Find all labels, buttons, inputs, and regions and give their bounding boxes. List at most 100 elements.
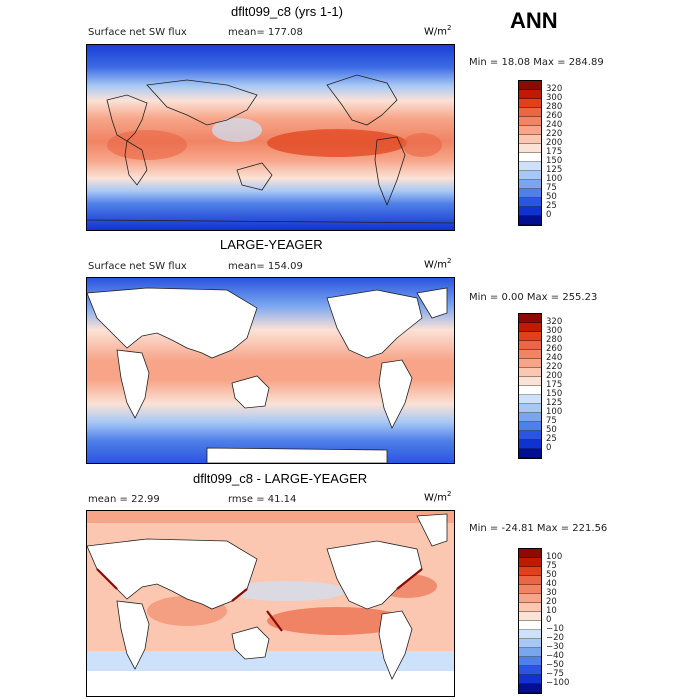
panel1-field-label: Surface net SW flux — [88, 27, 187, 38]
colorbar-swatch — [519, 90, 541, 99]
panel2-mean-label: mean= 154.09 — [228, 261, 303, 272]
colorbar-tick-label: −100 — [546, 678, 570, 688]
panel3-mean-label: mean = 22.99 — [88, 494, 160, 505]
colorbar-swatch — [519, 81, 541, 90]
colorbar-swatch — [519, 612, 541, 621]
colorbar-tick-label: −75 — [546, 669, 564, 679]
colorbar-swatch — [519, 359, 541, 368]
colorbar-tick-label: 200 — [546, 138, 563, 148]
colorbar-tick-label: 300 — [546, 93, 563, 103]
colorbar-tick-label: 220 — [546, 129, 563, 139]
colorbar-swatch — [519, 404, 541, 413]
colorbar-swatch — [519, 108, 541, 117]
colorbar-tick-label: 240 — [546, 353, 563, 363]
colorbar-swatch — [519, 648, 541, 657]
colorbar-swatch — [519, 440, 541, 449]
colorbar-tick-label: 260 — [546, 344, 563, 354]
colorbar-swatch — [519, 207, 541, 216]
colorbar-tick-label: 125 — [546, 165, 563, 175]
colorbar-tick-label: −10 — [546, 624, 564, 634]
colorbar-tick-label: 75 — [546, 416, 557, 426]
colorbar-tick-label: 280 — [546, 102, 563, 112]
colorbar-swatch — [519, 117, 541, 126]
colorbar-swatch — [519, 657, 541, 666]
colorbar-tick-label: 175 — [546, 380, 563, 390]
colorbar-swatch — [519, 639, 541, 648]
colorbar-tick-label: 0 — [546, 210, 552, 220]
colorbar-swatch — [519, 395, 541, 404]
colorbar-tick-label: −30 — [546, 642, 564, 652]
colorbar-swatch — [519, 198, 541, 207]
panel3-colorbar — [518, 548, 542, 694]
colorbar-tick-label: 175 — [546, 147, 563, 157]
season-label: ANN — [510, 8, 558, 33]
colorbar-swatch — [519, 449, 541, 458]
colorbar-swatch — [519, 675, 541, 684]
colorbar-tick-label: 100 — [546, 174, 563, 184]
colorbar-tick-label: 50 — [546, 570, 557, 580]
colorbar-swatch — [519, 576, 541, 585]
colorbar-swatch — [519, 413, 541, 422]
colorbar-tick-label: 40 — [546, 579, 557, 589]
colorbar-swatch — [519, 549, 541, 558]
colorbar-tick-label: 20 — [546, 597, 557, 607]
colorbar-swatch — [519, 567, 541, 576]
colorbar-tick-label: 75 — [546, 183, 557, 193]
colorbar-swatch — [519, 323, 541, 332]
colorbar-tick-label: 200 — [546, 371, 563, 381]
colorbar-tick-label: 320 — [546, 84, 563, 94]
colorbar-swatch — [519, 684, 541, 693]
panel3-rmse-label: rmse = 41.14 — [228, 494, 297, 505]
panel1-units: W/m2 — [424, 24, 452, 38]
colorbar-swatch — [519, 377, 541, 386]
colorbar-swatch — [519, 350, 541, 359]
colorbar-swatch — [519, 558, 541, 567]
colorbar-swatch — [519, 603, 541, 612]
panel3-map — [86, 510, 455, 697]
colorbar-swatch — [519, 189, 541, 198]
colorbar-tick-label: 25 — [546, 434, 557, 444]
panel2-map — [86, 277, 455, 464]
colorbar-swatch — [519, 621, 541, 630]
panel1-map — [86, 44, 455, 231]
colorbar-swatch — [519, 386, 541, 395]
colorbar-tick-label: 0 — [546, 443, 552, 453]
colorbar-tick-label: 25 — [546, 201, 557, 211]
panel3-units: W/m2 — [424, 490, 452, 504]
colorbar-tick-label: 240 — [546, 120, 563, 130]
panel1-minmax: Min = 18.08 Max = 284.89 — [469, 57, 604, 68]
colorbar-swatch — [519, 431, 541, 440]
panel2-title: LARGE-YEAGER — [220, 237, 323, 252]
colorbar-swatch — [519, 585, 541, 594]
panel1-colorbar — [518, 80, 542, 226]
colorbar-swatch — [519, 216, 541, 225]
colorbar-swatch — [519, 422, 541, 431]
colorbar-swatch — [519, 332, 541, 341]
colorbar-tick-label: 50 — [546, 425, 557, 435]
colorbar-swatch — [519, 314, 541, 323]
colorbar-tick-label: 300 — [546, 326, 563, 336]
colorbar-tick-label: −50 — [546, 660, 564, 670]
colorbar-tick-label: 75 — [546, 561, 557, 571]
colorbar-swatch — [519, 162, 541, 171]
panel1-title: dflt099_c8 (yrs 1-1) — [231, 4, 343, 19]
colorbar-tick-label: 280 — [546, 335, 563, 345]
colorbar-swatch — [519, 135, 541, 144]
panel2-units: W/m2 — [424, 257, 452, 271]
colorbar-swatch — [519, 180, 541, 189]
colorbar-swatch — [519, 126, 541, 135]
colorbar-tick-label: 320 — [546, 317, 563, 327]
colorbar-tick-label: 100 — [546, 552, 563, 562]
colorbar-tick-label: 30 — [546, 588, 557, 598]
colorbar-tick-label: 220 — [546, 362, 563, 372]
colorbar-swatch — [519, 99, 541, 108]
colorbar-tick-label: 0 — [546, 615, 552, 625]
panel2-colorbar — [518, 313, 542, 459]
colorbar-swatch — [519, 171, 541, 180]
colorbar-tick-label: 125 — [546, 398, 563, 408]
colorbar-swatch — [519, 666, 541, 675]
panel2-minmax: Min = 0.00 Max = 255.23 — [469, 292, 598, 303]
panel1-mean-label: mean= 177.08 — [228, 27, 303, 38]
colorbar-swatch — [519, 153, 541, 162]
colorbar-tick-label: 150 — [546, 389, 563, 399]
